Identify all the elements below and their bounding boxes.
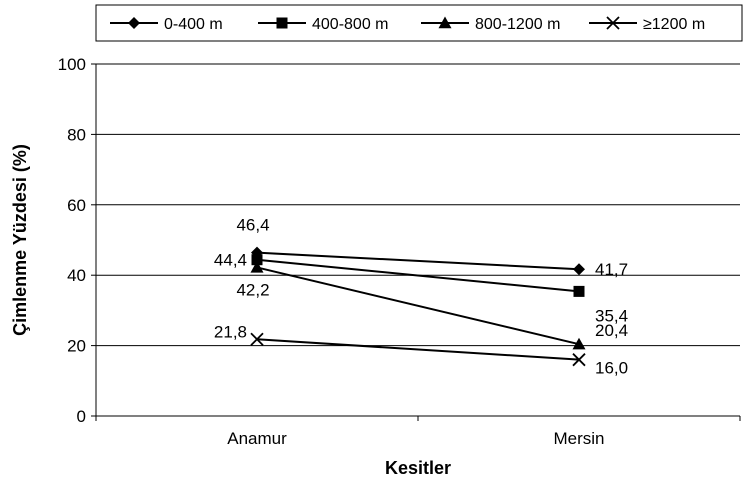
legend-marker-3-stroke-b <box>606 16 620 30</box>
x-tick-label-anamur: Anamur <box>227 429 287 448</box>
series-1-marker-0 <box>251 254 263 266</box>
legend-label-3: ≥1200 m <box>643 16 705 33</box>
legend-marker-2 <box>438 16 452 29</box>
series-3-marker-1 <box>572 353 586 367</box>
legend-label-1: 400-800 m <box>312 16 389 33</box>
y-tick-label-0: 0 <box>77 407 86 426</box>
series-line-0 <box>256 251 580 271</box>
data-label-0-1: 41,7 <box>595 260 628 279</box>
x-tick-label-mersin: Mersin <box>553 429 604 448</box>
legend: 0-400 m 400-800 m 800-1200 m ≥1200 m <box>95 4 743 42</box>
data-label-3-0: 21,8 <box>214 322 247 341</box>
legend-label-0: 0-400 m <box>164 16 223 33</box>
series-3-marker-1-stroke-b <box>572 353 586 367</box>
data-label-2-1: 20,4 <box>595 321 628 340</box>
y-tick-label-40: 40 <box>67 266 86 285</box>
series-line-1 <box>256 258 580 293</box>
series-0-marker-1 <box>573 263 585 276</box>
series-3-marker-0 <box>250 332 264 346</box>
y-tick-label-100: 100 <box>58 55 86 74</box>
series-line-3 <box>256 338 580 361</box>
legend-marker-3 <box>606 16 620 30</box>
legend-marker-0 <box>128 17 140 29</box>
series-1-marker-1 <box>573 285 585 297</box>
series-3-marker-0-stroke-b <box>250 332 264 346</box>
x-axis-title: Kesitler <box>385 458 451 478</box>
gridlines <box>96 63 740 347</box>
data-label-1-1: 35,4 <box>595 306 628 325</box>
series-2-marker-1 <box>572 337 586 350</box>
legend-marker-1 <box>276 17 288 29</box>
data-label-1-0: 44,4 <box>214 251 247 270</box>
axes <box>95 64 740 417</box>
y-axis-title: Çimlenme Yüzdesi (%) <box>10 144 30 336</box>
data-label-0-0: 46,4 <box>236 216 269 235</box>
legend-label-2: 800-1200 m <box>475 16 560 33</box>
data-label-2-0: 42,2 <box>236 280 269 299</box>
y-tick-label-80: 80 <box>67 125 86 144</box>
data-label-3-1: 16,0 <box>595 359 628 378</box>
series-line-2 <box>256 266 580 346</box>
y-tick-label-20: 20 <box>67 337 86 356</box>
y-tick-label-60: 60 <box>67 196 86 215</box>
series-2-marker-0 <box>250 260 264 273</box>
